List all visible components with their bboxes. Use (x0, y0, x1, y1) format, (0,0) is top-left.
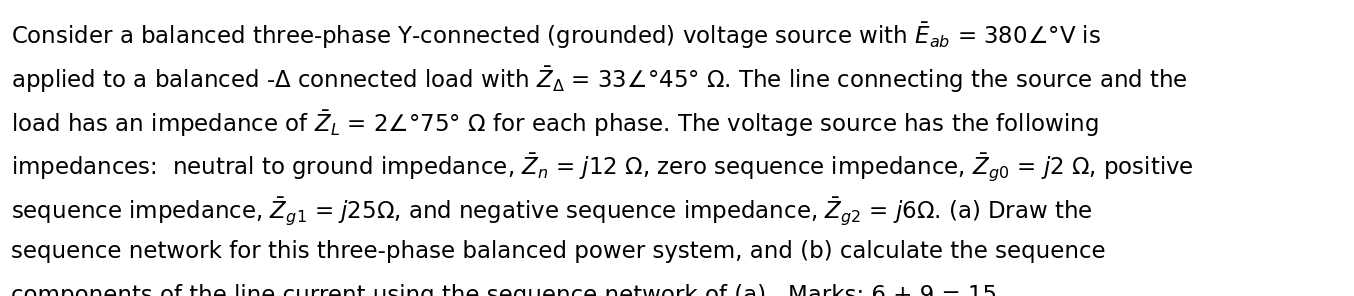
Text: impedances:  neutral to ground impedance, $\bar{Z}_{n}$ = $j$12 Ω, zero sequence: impedances: neutral to ground impedance,… (11, 152, 1194, 184)
Text: sequence network for this three-phase balanced power system, and (b) calculate t: sequence network for this three-phase ba… (11, 240, 1105, 263)
Text: sequence impedance, $\bar{Z}_{g1}$ = $j$25Ω, and negative sequence impedance, $\: sequence impedance, $\bar{Z}_{g1}$ = $j$… (11, 196, 1093, 228)
Text: components of the line current using the sequence network of (a).  Marks: 6 + 9 : components of the line current using the… (11, 284, 997, 296)
Text: load has an impedance of $\bar{Z}_{L}$ = 2∠°75° Ω for each phase. The voltage so: load has an impedance of $\bar{Z}_{L}$ =… (11, 108, 1098, 139)
Text: Consider a balanced three-phase Y-connected (grounded) voltage source with $\bar: Consider a balanced three-phase Y-connec… (11, 21, 1101, 51)
Text: applied to a balanced -Δ connected load with $\bar{Z}_{\Delta}$ = 33∠°45° Ω. The: applied to a balanced -Δ connected load … (11, 65, 1187, 95)
